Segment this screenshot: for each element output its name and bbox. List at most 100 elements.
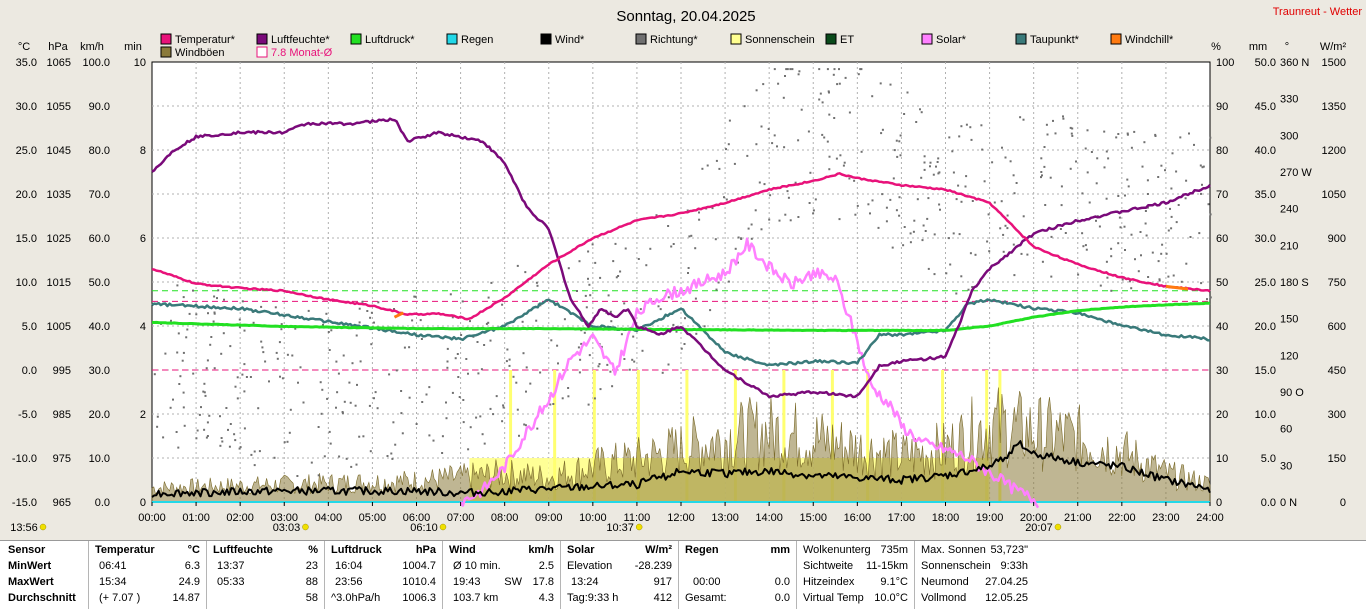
direction-point [932,173,935,176]
direction-point [250,453,253,456]
stats-solar-elevation-value: -28.239 [634,560,672,572]
direction-point [522,352,525,355]
sun-event-marker [1054,523,1062,531]
direction-point [965,175,968,178]
direction-point [964,185,967,188]
direction-point [688,235,691,238]
series-windchill [393,311,404,319]
direction-point [1081,232,1084,235]
direction-point [1193,143,1195,146]
tick-label-deg: 210 [1280,240,1298,252]
direction-point [1049,176,1052,179]
direction-point [223,298,225,301]
direction-point [289,408,292,411]
direction-point [288,431,291,434]
legend-swatch [825,33,837,45]
direction-point [885,220,888,223]
direction-point [400,390,403,392]
direction-point [1045,123,1048,126]
direction-point [1006,214,1009,217]
tick-label-hpa: 1045 [47,145,71,157]
direction-point [611,385,614,388]
direction-point [403,346,406,349]
direction-point [467,372,469,375]
direction-point [667,296,670,299]
direction-point [786,68,789,71]
tick-label-temp: -15.0 [12,497,37,509]
direction-point [939,208,941,211]
direction-point [1140,254,1142,257]
direction-point [657,305,660,308]
direction-point [1004,156,1007,159]
direction-point [1157,176,1160,178]
direction-point [974,253,977,256]
direction-point [241,373,244,376]
direction-point [597,365,600,368]
direction-point [1013,274,1016,277]
direction-point [249,376,252,378]
direction-point [358,321,361,324]
direction-point [734,247,737,250]
direction-point [980,124,983,127]
direction-point [838,68,840,71]
direction-point [969,252,972,255]
direction-point [329,442,332,445]
direction-point [860,150,863,153]
direction-point [859,68,862,71]
direction-point [219,415,221,418]
direction-point [867,203,870,206]
stats-temp-max-time: 15:34 [99,576,127,588]
stats-temp-avg-value: 14.87 [172,592,200,604]
direction-point [552,403,555,405]
direction-point [1167,229,1170,232]
direction-point [341,412,344,415]
direction-point [366,310,369,312]
direction-point [238,318,241,321]
direction-point [703,325,706,328]
direction-point [400,412,403,415]
direction-point [454,357,457,360]
direction-point [923,168,926,171]
direction-point [1121,278,1124,281]
direction-point [971,200,974,202]
tick-label-wm2: 1500 [1322,57,1346,69]
direction-point [1043,146,1046,148]
stats-press-max-value: 1010.4 [402,576,436,588]
direction-point [577,346,580,349]
direction-point [354,404,357,407]
direction-point [833,68,836,71]
direction-point [860,68,863,71]
direction-point [807,130,810,133]
direction-point [773,68,776,71]
direction-point [791,68,794,71]
direction-point [1154,133,1157,136]
direction-point [783,146,786,149]
tick-label-temp: 25.0 [16,145,37,157]
direction-point [923,155,926,158]
direction-point [236,376,239,379]
chart-title: Sonntag, 20.04.2025 [616,8,755,25]
direction-point [1154,135,1157,137]
direction-point [885,206,888,209]
stats-hum-min-time: 13:37 [217,560,245,572]
series-humidity [151,117,1211,399]
direction-point [909,241,912,244]
direction-point [891,246,894,249]
direction-point [1040,171,1043,173]
direction-point [182,351,185,354]
direction-point [898,140,901,143]
tick-label-wm2: 1350 [1322,101,1346,113]
direction-point [1088,201,1091,204]
stats-misc-label-2: Hitzeindex [803,576,855,588]
stats-temp-min-value: 6.3 [184,560,200,572]
direction-point [1141,165,1144,168]
sunshine-spike [592,370,596,502]
direction-point [760,228,763,231]
direction-point [408,346,411,349]
direction-point [1064,232,1067,234]
direction-point [1105,260,1108,263]
direction-point [1046,133,1049,136]
direction-point [253,464,256,467]
tick-label-temp: -10.0 [12,453,37,465]
direction-point [1160,164,1163,167]
